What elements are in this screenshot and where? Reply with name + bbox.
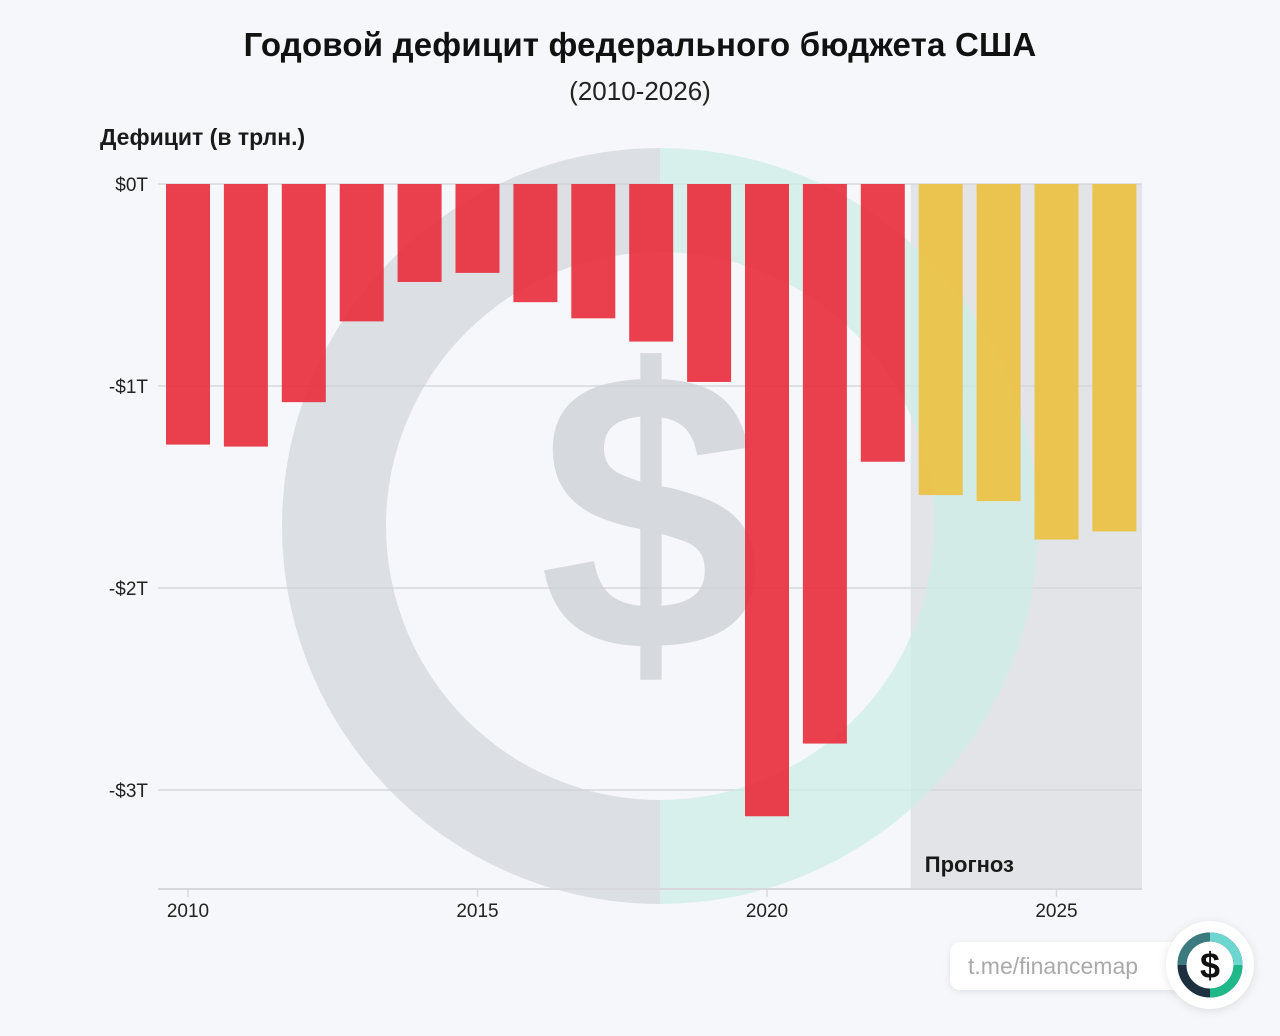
bar-2021 [802, 184, 847, 744]
bar-2024 [976, 184, 1021, 502]
x-tick-label: 2020 [746, 901, 788, 922]
bar-2016 [513, 184, 558, 303]
dollar-logo-icon: $ [1166, 921, 1254, 1009]
bar-2014 [397, 184, 442, 282]
y-tick-label: $0T [115, 175, 148, 196]
bar-2017 [571, 184, 616, 319]
bar-2018 [629, 184, 674, 342]
y-tick-label: -$3T [109, 781, 148, 802]
bar-2019 [687, 184, 732, 382]
forecast-label: Прогноз [925, 852, 1014, 877]
chart-subtitle: (2010-2026) [569, 76, 711, 106]
bar-2011 [223, 184, 268, 447]
bar-2023 [918, 184, 963, 496]
x-tick-label: 2015 [456, 901, 498, 922]
x-tick-label: 2025 [1035, 901, 1077, 922]
svg-text:$: $ [1200, 945, 1220, 986]
y-tick-label: -$2T [109, 579, 148, 600]
chart-title: Годовой дефицит федерального бюджета США [243, 26, 1037, 63]
bar-2015 [455, 184, 500, 273]
bar-2026 [1092, 184, 1137, 532]
bar-2010 [166, 184, 210, 445]
bar-2020 [745, 184, 789, 817]
x-tick-label: 2010 [167, 901, 209, 922]
y-axis-label: Дефицит (в трлн.) [100, 124, 306, 150]
footer-link-box[interactable]: t.me/financemap [950, 942, 1190, 990]
bar-2013 [339, 184, 384, 322]
y-tick-label: -$1T [109, 377, 148, 398]
bar-2025 [1034, 184, 1079, 540]
bar-2022 [860, 184, 905, 462]
bar-2012 [281, 184, 326, 403]
footer-link[interactable]: t.me/financemap [968, 953, 1139, 979]
